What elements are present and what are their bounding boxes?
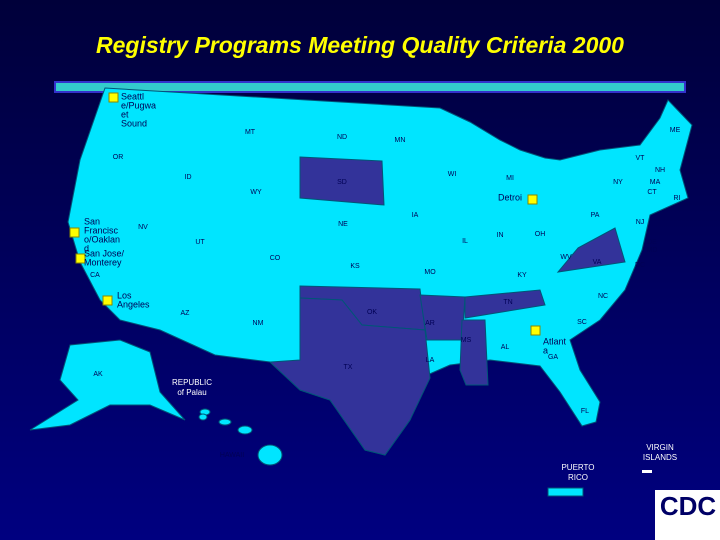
city-label: o/Oaklan [84,234,120,244]
city-label: Sound [121,118,147,128]
state-label: RI [674,195,681,202]
territory-label: VIRGIN [646,443,674,452]
city-marker [102,295,113,306]
state-label: TX [344,364,353,371]
city-marker [108,92,119,103]
ms [459,319,489,386]
state-label: NV [138,224,148,231]
state-label: KS [350,263,360,270]
virgin-islands [642,470,652,473]
city-label: Angeles [117,299,150,309]
state-label: MA [650,179,661,186]
city-label: Los [117,290,132,300]
labels: MT ND MN ME OR ID SD WI MI NY VT NH MA CT RI WY IA PA NJ NE… [69,91,681,482]
city-label: Monterey [84,257,122,267]
state-label: ND [337,134,347,141]
state-label: OR [113,154,124,161]
state-label: ID [185,174,192,181]
state-label: LA [426,357,435,364]
state-label: CT [647,189,657,196]
title-bar [54,81,686,93]
state-label: FL [581,408,589,415]
state-label: AZ [181,310,191,317]
state-label: CA [90,272,100,279]
territory-label: of Palau [177,388,206,397]
state-label: VT [636,155,646,162]
city-label: Atlant [543,336,567,346]
tn [464,289,546,319]
tx [268,297,431,456]
state-label: MN [395,137,406,144]
alaska [29,339,186,431]
ar [419,294,466,341]
state-label: NM [253,320,264,327]
city-label: Francisc [84,225,119,235]
state-label: WV [560,254,572,261]
state-label: HAWAII [220,452,244,459]
mainland [67,87,693,456]
state-label: AL [501,344,510,351]
state-label: OH [535,231,546,238]
territory-label: REPUBLIC [172,378,212,387]
state-label: NY [613,179,623,186]
state-label: AK [93,371,103,378]
city-label: Seattl [121,91,144,101]
city-marker [69,227,80,238]
city-marker [75,253,86,264]
state-label: DE [647,239,657,246]
state-label: SD [337,179,347,186]
state-label: OK [367,309,377,316]
city-label: a [543,345,548,355]
state-label: WI [448,171,457,178]
state-label: WY [250,189,262,196]
state-label: NC [598,293,608,300]
state-label: TN [503,299,512,306]
state-label: DC [635,262,645,269]
palau [198,413,208,421]
logo-text: CDC [660,491,717,521]
state-label: IL [462,238,468,245]
state-label: GA [548,354,558,361]
state-label: NH [655,167,665,174]
title: Registry Programs Meeting Quality Criter… [96,32,624,58]
territory-label: ISLANDS [643,453,677,462]
state-label: ME [670,127,681,134]
hawaii [199,408,283,466]
state-label: NJ [636,219,645,226]
state-label: MT [245,129,256,136]
state-label: CO [270,255,281,262]
territory-label: RICO [568,473,588,482]
city-label: San [84,216,100,226]
state-label: AR [425,320,435,327]
state-label: IN [497,232,504,239]
state-label: PA [591,212,600,219]
state-label: VA [593,259,602,266]
map [29,87,693,497]
city-marker [527,194,538,205]
city-label: et [121,109,129,119]
city-marker [530,325,541,336]
state-label: NE [338,221,348,228]
state-label: MD [647,247,658,254]
city-label: Detroi [498,192,522,202]
state-label: MS [461,337,472,344]
state-label: KY [517,272,527,279]
city-label: e/Pugwa [121,100,156,110]
city-label: d [84,243,89,253]
state-label: MI [506,175,514,182]
territory-label: PUERTO [561,463,594,472]
cdc-logo: CDC [655,490,720,540]
state-label: SC [577,319,587,326]
sd [299,156,385,206]
state-label: MO [424,269,436,276]
city-label: San Jose/ [84,248,125,258]
state-label: UT [195,239,205,246]
va [556,227,626,273]
state-label: IA [412,212,419,219]
puerto-rico [547,487,584,497]
